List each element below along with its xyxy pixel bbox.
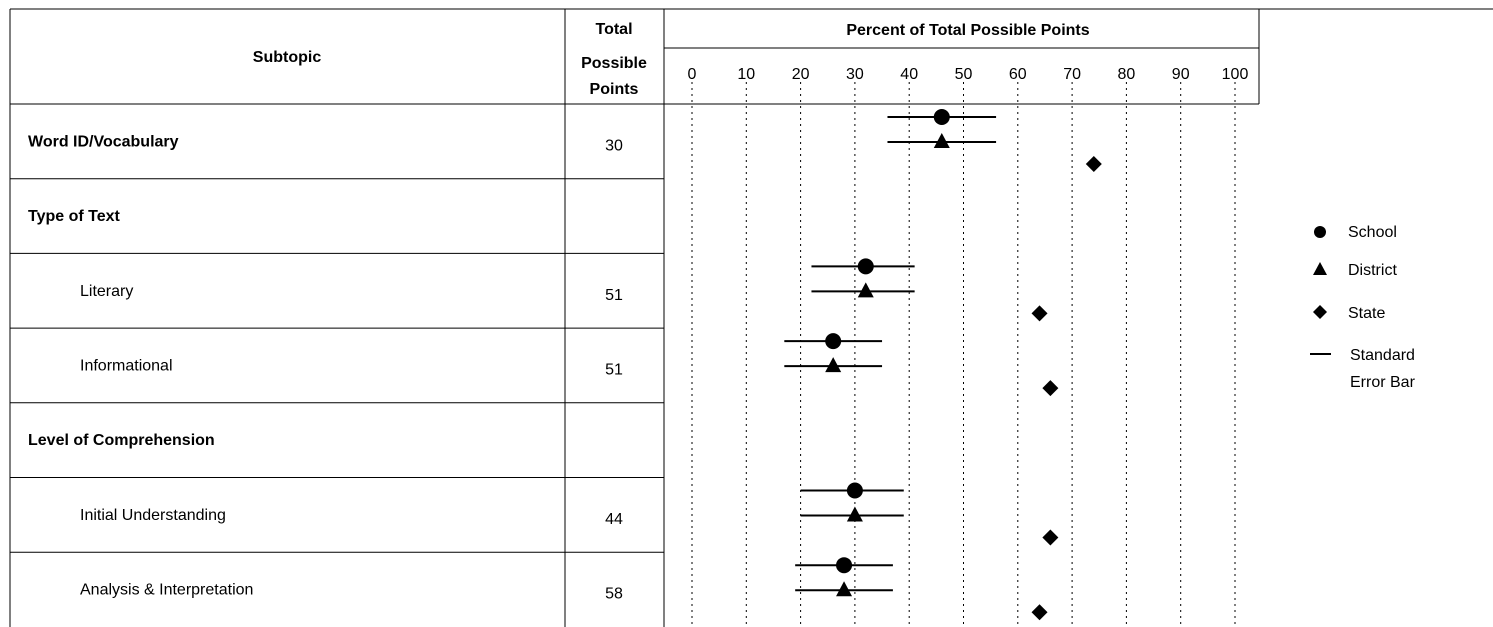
state-point bbox=[1031, 305, 1048, 322]
legend-error-bar-label-line1: Standard bbox=[1350, 347, 1415, 364]
state-point bbox=[1042, 529, 1059, 546]
total-points-header-line3: Points bbox=[590, 81, 639, 98]
district-point bbox=[857, 282, 874, 298]
row-label: Type of Text bbox=[28, 208, 121, 225]
legend-school-marker bbox=[1314, 226, 1326, 238]
row-label: Initial Understanding bbox=[80, 507, 226, 524]
legend-error-bar-label-line2: Error Bar bbox=[1350, 374, 1416, 391]
row-label: Analysis & Interpretation bbox=[80, 582, 253, 599]
district-point bbox=[846, 506, 863, 522]
x-tick-label: 70 bbox=[1063, 66, 1081, 83]
subtopic-header: Subtopic bbox=[253, 49, 322, 66]
row-label: Word ID/Vocabulary bbox=[28, 133, 179, 150]
school-point bbox=[857, 258, 874, 275]
state-point bbox=[1042, 380, 1059, 397]
row-points: 51 bbox=[605, 361, 623, 378]
state-point bbox=[1085, 156, 1102, 172]
table-grid bbox=[9, 8, 1493, 627]
row-label: Level of Comprehension bbox=[28, 432, 215, 449]
legend-school-label: School bbox=[1348, 224, 1397, 241]
x-axis-ticks: 0 10 20 30 40 50 60 70 80 90 100 bbox=[688, 66, 1249, 83]
x-tick-label: 30 bbox=[846, 66, 864, 83]
row-dividers bbox=[10, 178, 664, 553]
x-tick-label: 20 bbox=[792, 66, 810, 83]
row-label: Literary bbox=[80, 283, 133, 300]
legend-district-label: District bbox=[1348, 262, 1397, 279]
district-point bbox=[825, 357, 842, 373]
x-tick-label: 80 bbox=[1118, 66, 1136, 83]
row-points: 58 bbox=[605, 586, 623, 603]
x-tick-label: 40 bbox=[900, 66, 918, 83]
row-points: 30 bbox=[605, 137, 623, 154]
gridlines bbox=[691, 82, 1236, 627]
total-points-header-line2: Possible bbox=[581, 55, 647, 72]
x-tick-label: 50 bbox=[955, 66, 973, 83]
district-point bbox=[933, 133, 950, 148]
table-rows: Word ID/Vocabulary 30 Type of Text Literary… bbox=[28, 133, 623, 602]
row-points: 44 bbox=[605, 511, 623, 528]
total-points-header-line1: Total bbox=[595, 21, 632, 38]
school-point bbox=[846, 482, 863, 499]
legend-district-marker bbox=[1313, 262, 1327, 275]
school-point bbox=[933, 109, 950, 125]
school-point bbox=[836, 557, 853, 574]
chart-title: Percent of Total Possible Points bbox=[846, 22, 1089, 39]
x-tick-label: 60 bbox=[1009, 66, 1027, 83]
x-tick-label: 0 bbox=[688, 66, 697, 83]
row-points: 51 bbox=[605, 287, 623, 304]
x-tick-label: 100 bbox=[1222, 66, 1249, 83]
row-label: Informational bbox=[80, 357, 173, 374]
state-point bbox=[1031, 604, 1048, 621]
x-tick-label: 10 bbox=[737, 66, 755, 83]
district-point bbox=[836, 581, 853, 597]
legend: School District State Standard Error Bar bbox=[1310, 224, 1416, 391]
legend-state-marker bbox=[1313, 305, 1327, 319]
chart-marks bbox=[784, 109, 1102, 621]
x-tick-label: 90 bbox=[1172, 66, 1190, 83]
school-point bbox=[825, 333, 842, 350]
legend-state-label: State bbox=[1348, 305, 1385, 322]
